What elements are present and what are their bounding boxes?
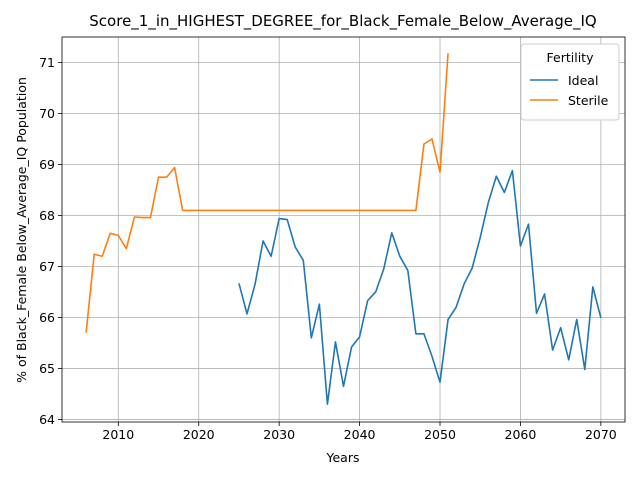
y-tick-label: 70 <box>39 106 55 121</box>
y-axis-ticks: 64 65 66 67 68 69 70 71 <box>39 55 62 427</box>
legend: Fertility Ideal Sterile <box>520 43 620 121</box>
y-tick-label: 67 <box>39 259 55 274</box>
chart-title: Score_1_in_HIGHEST_DEGREE_for_Black_Fema… <box>89 12 596 31</box>
x-tick-label: 2040 <box>344 427 376 442</box>
series-lines <box>85 53 602 405</box>
y-tick-label: 71 <box>39 55 55 70</box>
series-line-sterile <box>85 53 449 333</box>
series-line-ideal <box>238 169 602 405</box>
x-tick-label: 2010 <box>102 427 134 442</box>
y-tick-label: 68 <box>39 208 55 223</box>
x-tick-label: 2060 <box>505 427 537 442</box>
x-axis-label: Years <box>326 450 360 465</box>
y-tick-label: 66 <box>39 310 55 325</box>
legend-title: Fertility <box>547 50 595 65</box>
x-tick-label: 2070 <box>585 427 617 442</box>
x-tick-label: 2020 <box>183 427 215 442</box>
legend-box <box>520 43 620 121</box>
y-tick-label: 69 <box>39 157 55 172</box>
y-tick-label: 65 <box>39 361 55 376</box>
plot-area-frame <box>61 36 626 423</box>
x-axis-ticks: 2010 2020 2030 2040 2050 2060 2070 <box>102 422 617 442</box>
y-axis-label: % of Black_Female Below_Average_IQ Popul… <box>14 77 29 383</box>
legend-label-ideal: Ideal <box>568 73 598 88</box>
x-tick-label: 2050 <box>424 427 456 442</box>
legend-label-sterile: Sterile <box>568 93 609 108</box>
x-tick-label: 2030 <box>263 427 295 442</box>
y-tick-label: 64 <box>39 412 55 427</box>
